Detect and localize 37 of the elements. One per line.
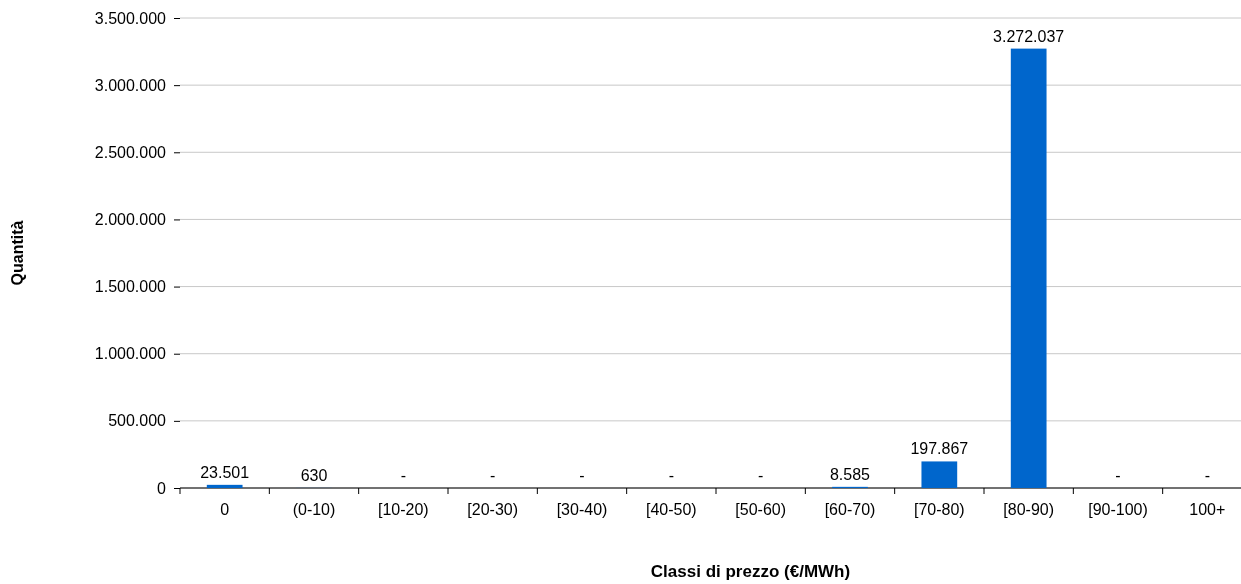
data-label: 630 [300,466,328,484]
x-tick-label: [10-20) [377,501,429,519]
x-tick-label: [50-60) [735,501,787,519]
data-label: - [1115,467,1121,484]
data-label: 8.585 [829,465,871,483]
data-label: 3.272.037 [993,27,1065,45]
y-tick-label: 2.000.000 [94,211,167,229]
x-tick-label: [90-100) [1088,501,1148,519]
y-tick-label: 2.500.000 [94,143,167,161]
y-axis-title: Quantità [9,220,26,286]
data-label: - [490,467,496,484]
x-tick-label: [20-30) [467,501,519,519]
data-label: - [400,467,406,484]
data-label: 197.867 [910,440,969,458]
data-label: - [758,467,764,484]
x-tick-label: (0-10) [292,501,336,519]
y-tick-label: 1.000.000 [94,345,167,363]
bar [921,461,958,488]
x-tick-label: [60-70) [824,501,876,519]
x-tick-label: 0 [220,501,230,519]
data-label: - [579,467,585,484]
y-tick-label: 3.500.000 [94,9,167,27]
data-label: - [1204,467,1210,484]
bar [206,484,243,488]
bar [1010,48,1047,488]
x-tick-label: 100+ [1189,501,1226,519]
data-label: 23.501 [200,463,250,481]
x-tick-label: [70-80) [913,501,965,519]
y-tick-label: 500.000 [108,412,167,430]
x-tick-label: [40-50) [645,501,697,519]
y-tick-label: 1.500.000 [94,278,167,296]
x-axis-title: Classi di prezzo (€/MWh) [650,562,851,581]
x-tick-label: [80-90) [1003,501,1055,519]
y-tick-label: 3.000.000 [94,76,167,94]
y-tick-label: 0 [157,479,167,497]
x-tick-label: [30-40) [556,501,608,519]
data-label: - [668,467,674,484]
